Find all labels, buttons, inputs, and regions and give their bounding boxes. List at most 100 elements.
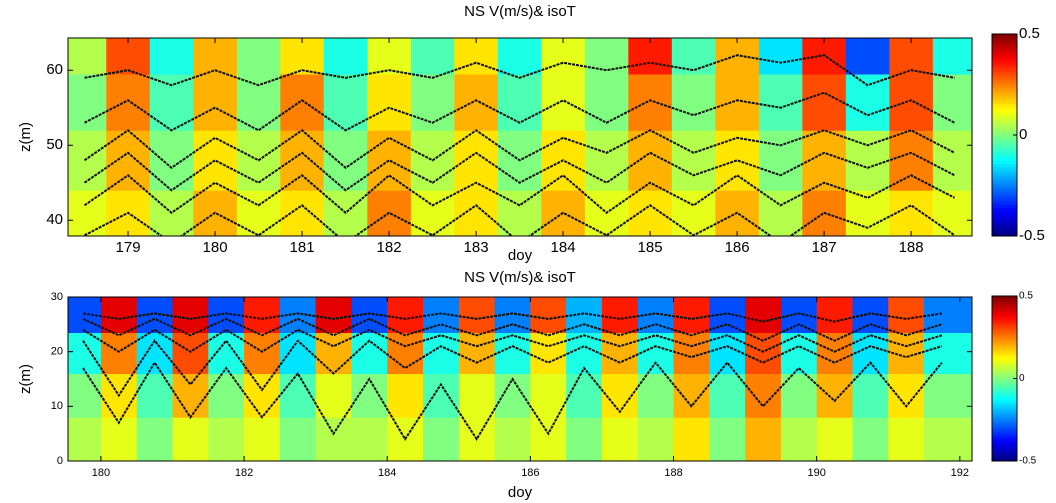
heat-cell (715, 130, 760, 191)
heat-cell (106, 74, 151, 131)
colorbar-cell (992, 448, 1017, 452)
heat-cell (68, 190, 107, 236)
colorbar-cell (992, 445, 1017, 449)
heat-cell (244, 373, 281, 418)
isotherm-line (83, 174, 956, 215)
chart-title: NS V(m/s)& isoT (464, 3, 576, 20)
colorbar-cell (992, 430, 1017, 434)
heat-cell (745, 297, 782, 334)
heat-cell (315, 417, 352, 461)
colorbar-cell (992, 347, 1017, 351)
colorbar-cell (992, 128, 1017, 133)
colorbar-cell (992, 412, 1017, 416)
heat-cell (889, 38, 934, 75)
heat-cell (745, 373, 782, 418)
heat-cell (673, 417, 710, 461)
colorbar-cell (992, 106, 1017, 111)
y-axis-label: z(m) (17, 364, 34, 394)
x-tick-label: 181 (290, 239, 315, 256)
colorbar-cell (992, 172, 1017, 177)
colorbar-cell (992, 306, 1017, 310)
x-tick-label: 184 (378, 467, 396, 479)
colorbar-cell (992, 49, 1017, 54)
colorbar-cell (992, 368, 1017, 372)
heat-cell (816, 297, 853, 334)
heat-cell (100, 417, 138, 461)
isotherm-line (83, 129, 956, 170)
colorbar-cell (992, 204, 1017, 209)
colorbar-cell (992, 163, 1017, 168)
colorbar-cell (992, 375, 1017, 379)
heat-cell (637, 373, 675, 418)
x-tick-label: 188 (899, 239, 924, 256)
x-tick-label: 187 (812, 239, 837, 256)
heat-cell (816, 417, 853, 461)
colorbar-cell (992, 393, 1017, 398)
heat-cell (193, 38, 238, 75)
heat-cell (628, 74, 673, 131)
x-tick-label: 190 (808, 467, 826, 479)
heat-cell (315, 332, 352, 375)
colorbar-cell (992, 435, 1017, 439)
heat-cell (584, 38, 629, 75)
colorbar-tick-label: 0 (1019, 126, 1027, 143)
heat-cell (454, 130, 499, 191)
y-tick-label: 10 (51, 400, 63, 412)
heat-cell (709, 373, 746, 418)
colorbar-cell (992, 370, 1017, 374)
colorbar-cell (992, 458, 1017, 462)
heat-cell (193, 130, 238, 191)
x-tick-label: 182 (235, 467, 253, 479)
colorbar-cell (992, 81, 1017, 85)
colorbar-cell (992, 40, 1017, 44)
heat-cell (637, 417, 675, 461)
x-tick-label: 185 (638, 239, 663, 256)
colorbar-cell (992, 437, 1017, 441)
colorbar-cell (992, 125, 1017, 130)
colorbar-cell (992, 301, 1017, 305)
colorbar-cell (992, 166, 1017, 171)
colorbar-cell (992, 342, 1017, 346)
y-tick-label: 20 (51, 346, 63, 358)
colorbar-cell (992, 432, 1017, 436)
heat-cell (351, 417, 388, 461)
heat-cell (367, 74, 412, 131)
heat-cell (601, 297, 639, 334)
plot-area (68, 297, 972, 461)
colorbar-cell (992, 141, 1017, 145)
heat-cell (845, 38, 890, 75)
x-tick-label: 184 (551, 239, 576, 256)
heat-cell (106, 38, 151, 75)
heat-cell (100, 332, 138, 375)
heat-cell (715, 38, 760, 75)
colorbar-cell (992, 147, 1017, 152)
x-tick-label: 192 (951, 467, 969, 479)
colorbar-cell (992, 109, 1017, 114)
heat-cell (149, 130, 194, 191)
colorbar-tick-label: -0.5 (1019, 456, 1037, 467)
heat-cell (888, 417, 925, 461)
y-tick-label: 30 (51, 291, 63, 303)
colorbar-cell (992, 43, 1017, 48)
heat-cell (136, 332, 174, 375)
heat-cell (852, 417, 889, 461)
colorbar-cell (992, 319, 1017, 323)
colorbar-cell (992, 93, 1017, 98)
x-tick-label: 182 (377, 239, 402, 256)
colorbar-cell (992, 427, 1017, 431)
heat-cell (280, 190, 325, 236)
colorbar-cell (992, 122, 1017, 127)
heat-cell (68, 417, 102, 461)
heat-cell (541, 38, 586, 75)
heat-cell (315, 373, 352, 418)
heat-cell (780, 297, 818, 334)
colorbar-cell (992, 363, 1017, 367)
heat-cell (387, 297, 424, 334)
colorbar-tick-label: 0 (1019, 373, 1025, 384)
heat-cell (323, 38, 368, 75)
heat-cell (236, 190, 281, 236)
colorbar-cell (992, 56, 1017, 60)
y-tick-label: 60 (46, 61, 63, 78)
colorbar-cell (992, 191, 1017, 196)
